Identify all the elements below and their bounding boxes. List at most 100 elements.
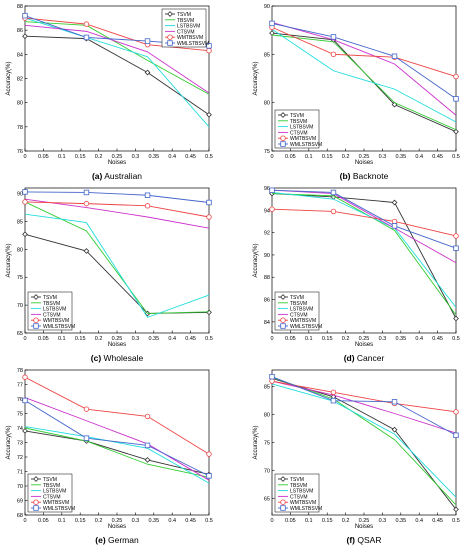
x-tick-label: 0 xyxy=(270,518,273,524)
point-marker-wmtbsvm xyxy=(453,73,459,80)
x-tick-label: 0.15 xyxy=(75,336,86,342)
point-marker-tsvm xyxy=(33,294,39,300)
y-tick-label: 74 xyxy=(17,426,23,432)
point-marker-wmlstbsvm xyxy=(391,223,398,229)
point-marker-wmtbsvm xyxy=(330,51,337,58)
series-line-wmtbsvm xyxy=(271,380,457,413)
x-tick-label: 0.3 xyxy=(132,518,140,524)
caption-letter: (d) xyxy=(344,353,355,363)
x-axis-label: Noises xyxy=(355,342,373,348)
caption-letter: (b) xyxy=(340,171,351,181)
series-line-tbsvm xyxy=(271,193,457,316)
point-marker-wmlstbsvm xyxy=(269,20,275,27)
point-marker-wmtbsvm xyxy=(206,214,212,220)
legend-label-tbsvm: TBSVM xyxy=(290,301,307,307)
x-tick-label: 0.3 xyxy=(132,154,140,160)
x-tick-label: 0.25 xyxy=(359,518,370,524)
legend-label-ctsvm: CTSVM xyxy=(43,312,61,318)
point-marker-wmlstbsvm xyxy=(144,442,151,449)
series-line-wmtbsvm xyxy=(24,376,210,455)
x-tick-label: 0.1 xyxy=(58,154,66,160)
y-tick-label: 80 xyxy=(264,413,270,419)
legend-label-tsvm: TSVM xyxy=(290,295,304,301)
panel-caption: (c) Wholesale xyxy=(91,353,144,363)
x-tick-label: 0.25 xyxy=(359,154,370,160)
point-marker-wmlstbsvm xyxy=(22,189,28,195)
legend-label-ctsvm: CTSVM xyxy=(43,494,61,500)
series-line-tsvm xyxy=(271,193,457,319)
point-marker-wmtbsvm xyxy=(453,409,459,415)
series-line-wmtbsvm xyxy=(24,201,210,218)
point-marker-wmtbsvm xyxy=(83,21,90,27)
series-line-tbsvm xyxy=(24,201,210,314)
point-marker-tsvm xyxy=(206,111,212,118)
y-axis-label: Accuracy(%) xyxy=(6,243,12,277)
point-marker-wmtbsvm xyxy=(83,200,90,207)
point-marker-wmtbsvm xyxy=(144,413,151,420)
point-marker-wmlstbsvm xyxy=(83,435,90,441)
caption-letter: (a) xyxy=(92,171,103,181)
y-tick-label: 94 xyxy=(264,208,270,214)
x-tick-label: 0.4 xyxy=(168,154,176,160)
x-axis-label: Noises xyxy=(108,524,126,530)
y-tick-label: 70 xyxy=(17,303,23,309)
y-tick-label: 85 xyxy=(17,219,23,225)
point-marker-wmlstbsvm xyxy=(167,40,173,46)
x-tick-label: 0.5 xyxy=(205,336,213,342)
y-tick-label: 85 xyxy=(264,385,270,391)
point-marker-wmtbsvm xyxy=(269,378,275,384)
y-tick-label: 75 xyxy=(264,441,270,447)
point-marker-wmlstbsvm xyxy=(280,141,286,147)
legend-label-wmlstbsvm: WMLSTBSVM xyxy=(290,142,322,148)
point-marker-wmlstbsvm xyxy=(22,397,28,404)
series-line-tbsvm xyxy=(24,427,210,478)
y-tick-label: 75 xyxy=(17,275,23,281)
x-tick-label: 0.1 xyxy=(305,154,313,160)
y-tick-label: 73 xyxy=(17,441,23,447)
legend-label-tsvm: TSVM xyxy=(290,477,304,483)
point-marker-wmlstbsvm xyxy=(269,373,275,380)
y-tick-label: 77 xyxy=(17,383,23,389)
series-line-lstbsvm xyxy=(271,383,457,498)
series-line-wmtbsvm xyxy=(24,17,210,52)
panel-caption: (f) QSAR xyxy=(347,535,382,545)
x-tick-label: 0 xyxy=(23,154,26,160)
series-line-lstbsvm xyxy=(24,213,210,318)
series-line-tbsvm xyxy=(24,21,210,95)
y-tick-label: 70 xyxy=(17,484,23,490)
point-marker-wmtbsvm xyxy=(391,218,398,225)
series-line-ctsvm xyxy=(24,198,210,229)
legend-label-lstbsvm: LSTBSVM xyxy=(290,489,313,495)
y-tick-label: 76 xyxy=(17,149,23,155)
y-tick-label: 86 xyxy=(17,28,23,34)
series-line-tsvm xyxy=(24,430,210,475)
x-tick-label: 0.3 xyxy=(379,336,387,342)
x-tick-label: 0.45 xyxy=(185,518,196,524)
point-marker-wmtbsvm xyxy=(330,389,337,396)
x-tick-label: 0.4 xyxy=(415,154,423,160)
legend-label-wmlstbsvm: WMLSTBSVM xyxy=(43,506,75,512)
x-tick-label: 0.45 xyxy=(432,518,443,524)
y-axis-label: Accuracy(%) xyxy=(253,61,259,95)
point-marker-wmlstbsvm xyxy=(33,323,39,329)
x-tick-label: 0.2 xyxy=(342,336,350,342)
panel-caption: (a) Australian xyxy=(92,171,142,181)
x-tick-label: 0.1 xyxy=(305,518,313,524)
y-tick-label: 69 xyxy=(17,499,23,505)
y-tick-label: 75 xyxy=(264,149,270,155)
point-marker-wmtbsvm xyxy=(33,499,39,505)
x-tick-label: 0.5 xyxy=(452,336,460,342)
legend-label-tsvm: TSVM xyxy=(177,12,191,18)
series-line-lstbsvm xyxy=(24,426,210,484)
y-tick-label: 92 xyxy=(264,231,270,237)
point-marker-wmtbsvm xyxy=(206,451,212,457)
point-marker-wmlstbsvm xyxy=(280,505,286,511)
y-tick-label: 70 xyxy=(264,468,270,474)
caption-name: Wholesale xyxy=(101,353,143,363)
point-marker-wmlstbsvm xyxy=(330,397,337,404)
x-tick-label: 0.5 xyxy=(205,154,213,160)
caption-name: Cancer xyxy=(355,353,385,363)
point-marker-wmtbsvm xyxy=(206,48,212,54)
